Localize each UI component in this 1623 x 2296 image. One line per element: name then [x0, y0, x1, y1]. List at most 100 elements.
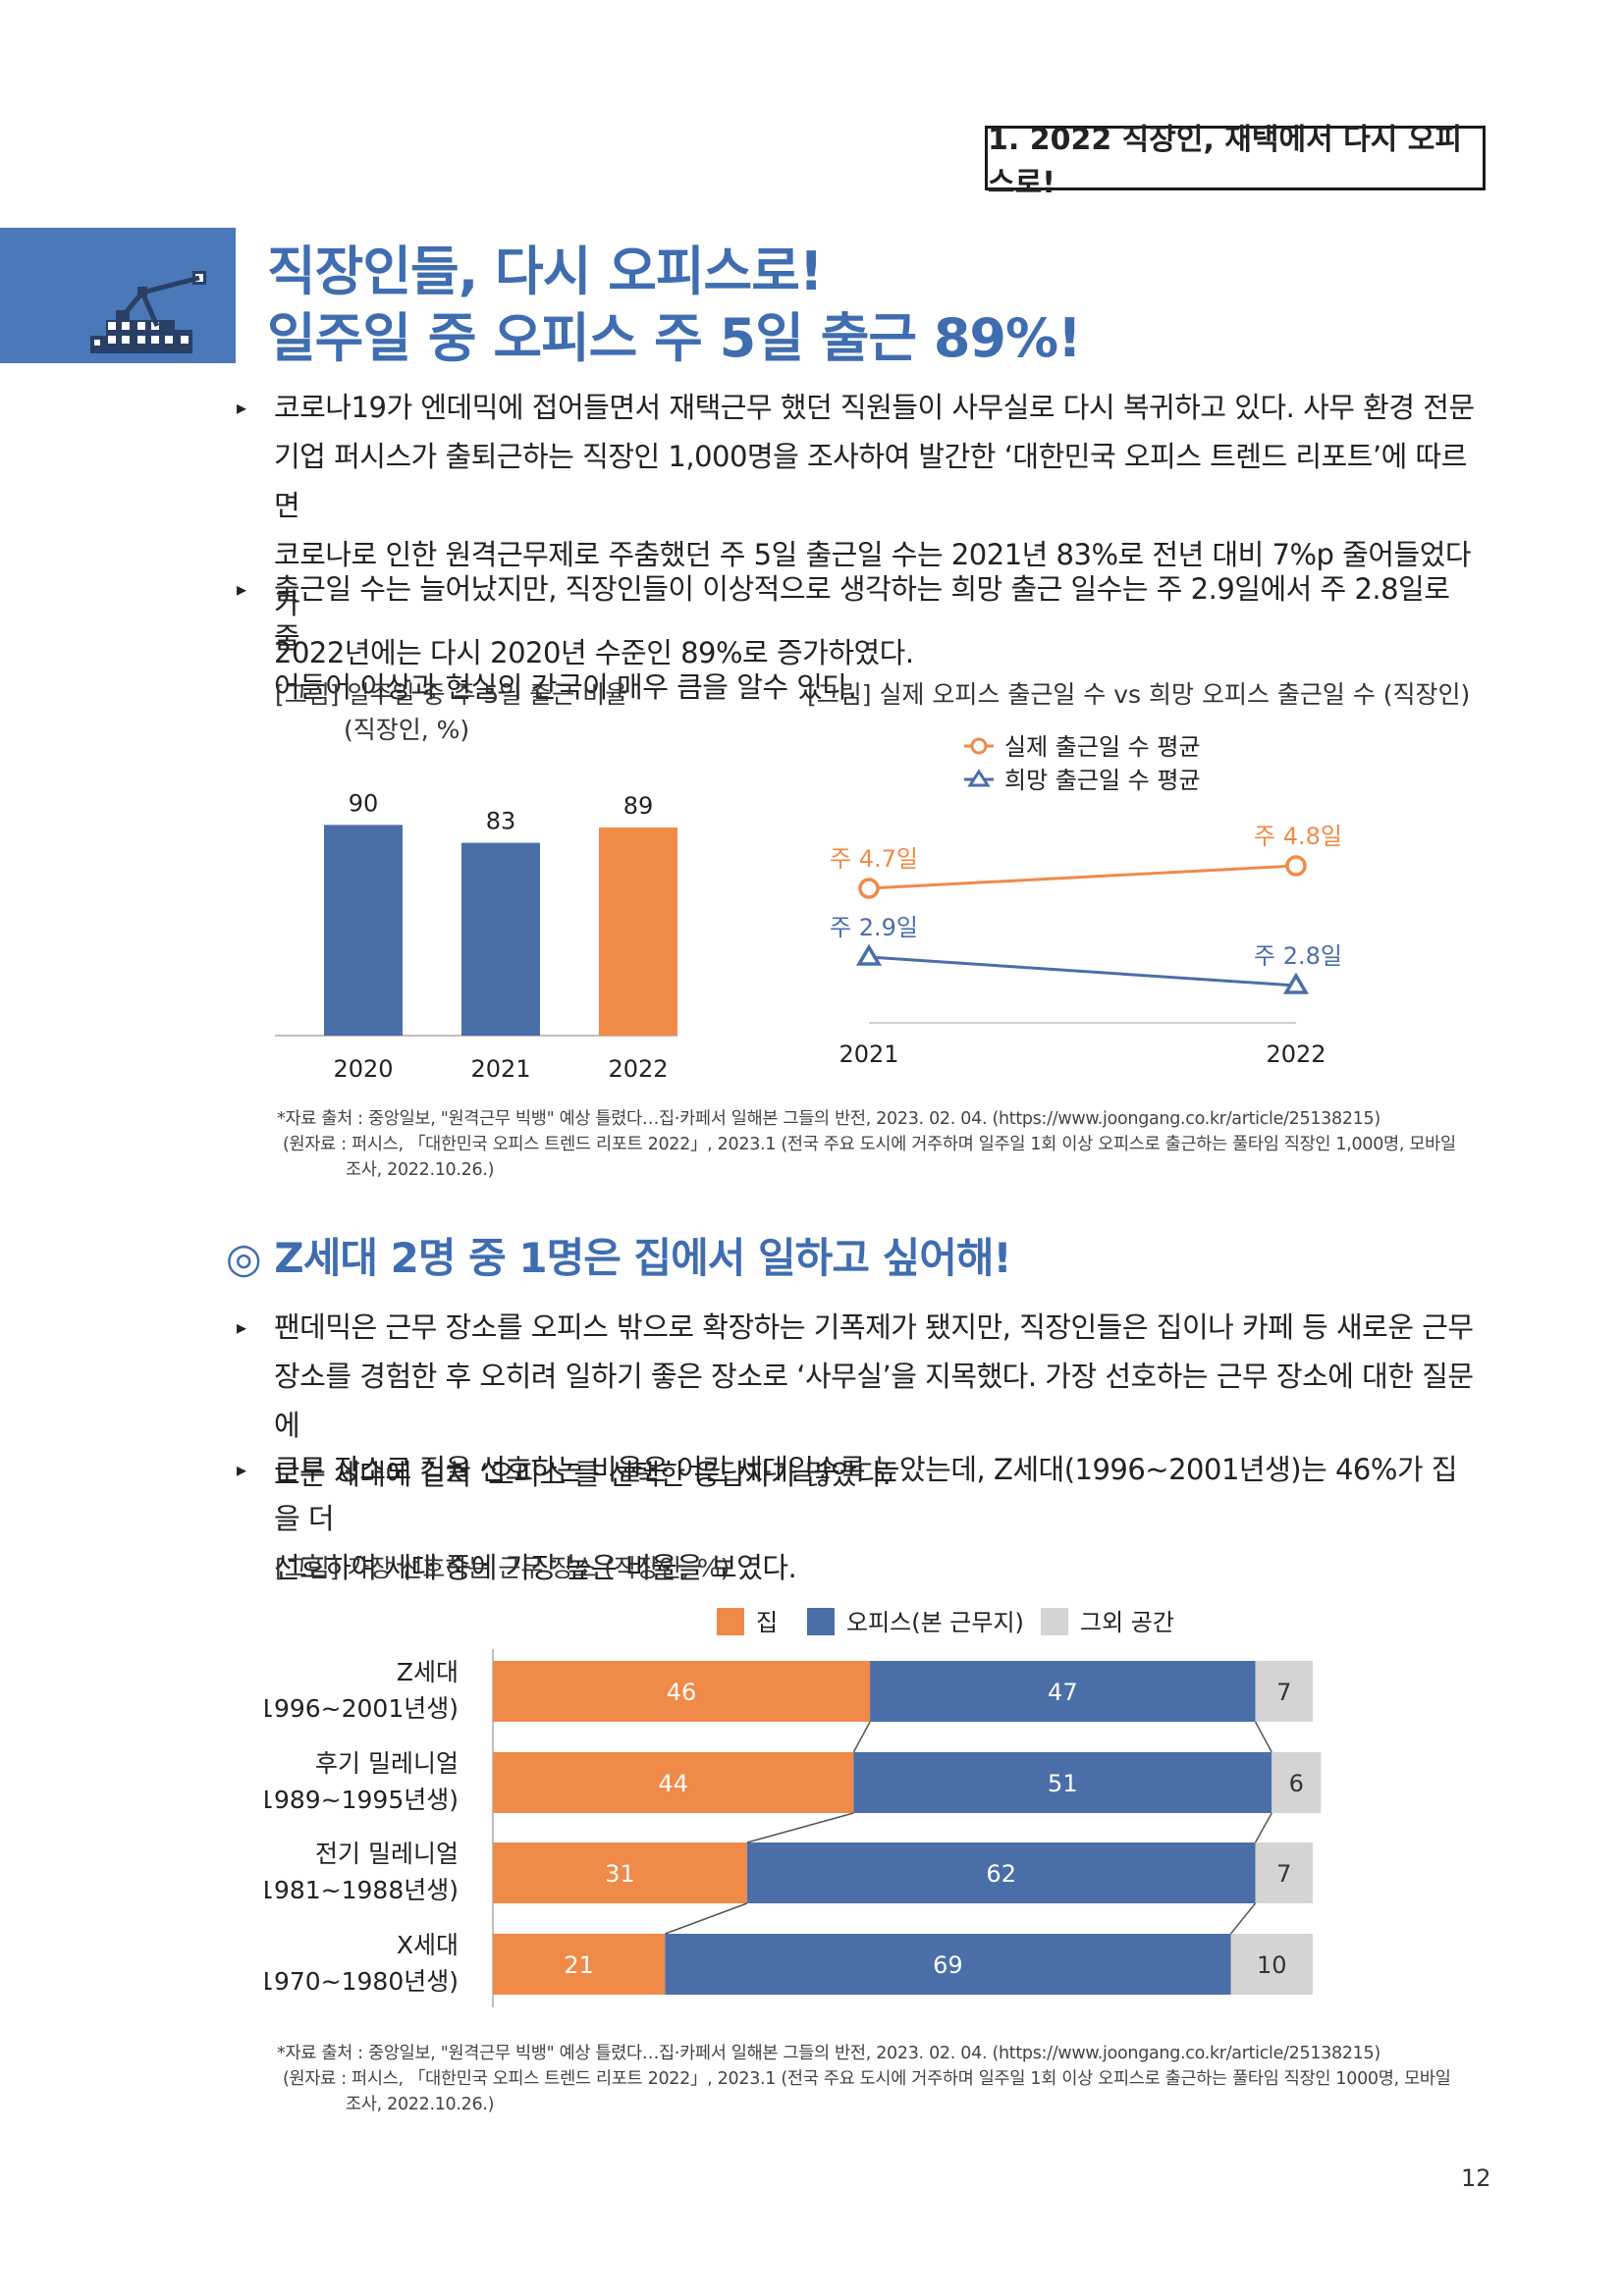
data-label: 62 [986, 1860, 1016, 1888]
data-label: 21 [564, 1951, 594, 1979]
source-note: (원자료 : 퍼시스, 「대한민국 오피스 트렌드 리포트 2022」, 202… [283, 2069, 1451, 2089]
bullet-paragraph: ▸ 근무 장소로 집을 선호하는 비율은 어린 세대일수록 높았는데, Z세대(… [237, 1445, 1481, 1592]
bullet-line: 팬데믹은 근무 장소를 오피스 밖으로 확장하는 기폭제가 됐지만, 직장인들은… [274, 1310, 1474, 1344]
category-sublabel: (1996~2001년생) [265, 1694, 459, 1723]
bullet-line: 2022년에는 다시 2020년 수준인 89%로 증가하였다. [274, 636, 914, 669]
bullet-line: 선호하여 세대 중에 가장 높은 비율을 보였다. [274, 1551, 797, 1584]
bullet-line: 근무 장소로 집을 선호하는 비율은 어린 세대일수록 높았는데, Z세대(19… [274, 1453, 1458, 1535]
section-tag: 1. 2022 직장인, 재택에서 다시 오피스로! [985, 123, 1486, 200]
point-marker [1282, 972, 1310, 994]
data-label-2022: 89 [623, 792, 654, 820]
category-label: Z세대 [397, 1658, 459, 1686]
figure-caption: [그림] 일주일 중 주 5일 출근 비율 [275, 680, 628, 709]
bullet-line: 모든 세대에 걸쳐 ‘오피스’를 선택한 응답자가 많았다. [274, 1458, 892, 1491]
data-label: 31 [605, 1860, 635, 1888]
connector-line [746, 1812, 854, 1843]
point-marker [855, 943, 883, 966]
source-note: (원자료 : 퍼시스, 「대한민국 오피스 트렌드 리포트 2022」, 202… [283, 1135, 1456, 1154]
figure-caption: [그림] 실제 오피스 출근일 수 vs 희망 오피스 출근일 수 (직장인) [807, 680, 1471, 709]
source-note: 조사, 2022.10.26.) [346, 2095, 495, 2114]
figure-caption-unit: (직장인, %) [344, 716, 470, 744]
series-line-0 [868, 864, 1297, 890]
data-label: 47 [1048, 1679, 1078, 1706]
series-line-1 [868, 955, 1297, 988]
connector-line [1254, 1721, 1272, 1753]
bar-segment-0 [493, 1661, 871, 1722]
bullet-paragraph: ▸ 팬데믹은 근무 장소를 오피스 밖으로 확장하는 기폭제가 됐지만, 직장인… [237, 1303, 1481, 1499]
legend-marker-circle [970, 737, 988, 755]
tick-label-2022: 2022 [1266, 1041, 1325, 1068]
legend-swatch-0 [717, 1608, 744, 1635]
category-sublabel: (1981~1988년생) [265, 1876, 459, 1904]
bullet-line: 기업 퍼시스가 출퇴근하는 직장인 1,000명을 조사하여 발간한 ‘대한민국… [274, 440, 1467, 522]
data-label: 69 [933, 1951, 963, 1979]
data-label: 주 2.9일 [830, 914, 918, 941]
data-label-2020: 90 [349, 789, 379, 817]
page-number: 12 [1461, 2164, 1491, 2192]
category-label: X세대 [397, 1931, 459, 1959]
legend-label-0: 실제 출근일 수 평균 [1004, 733, 1201, 761]
bullet-line: 장소를 경험한 후 오히려 일하기 좋은 장소로 ‘사무실’을 지목했다. 가장… [274, 1360, 1474, 1442]
data-label: 주 4.8일 [1254, 823, 1342, 850]
bar-segment-1 [746, 1842, 1256, 1903]
connector-line [852, 1721, 871, 1753]
data-label: 44 [658, 1770, 688, 1797]
stacked-bar-chart-workplace: 집 오피스(본 근무지) 그외 공간 46 47 7 Z세대 (1996~2001년생) 44 5… [265, 1608, 1322, 2007]
bar-2022 [599, 827, 677, 1036]
data-label: 51 [1048, 1770, 1078, 1797]
bar-segment-1 [853, 1752, 1272, 1813]
connector-line [1229, 1902, 1257, 1935]
bar-chart-attendance: 90 2020 83 2021 89 2022 [275, 789, 677, 1083]
section-heading: ◎ Z세대 2명 중 1명은 집에서 일하고 싶어해! [226, 1234, 1012, 1282]
tick-label-2020: 2020 [333, 1055, 393, 1083]
bullet-arrow-icon: ▸ [237, 1315, 246, 1339]
bar-segment-0 [493, 1842, 747, 1903]
legend-label-0: 집 [756, 1609, 778, 1636]
bullet-line: 코로나19가 엔데믹에 접어들면서 재택근무 했던 직원들이 사무실로 다시 복… [274, 391, 1475, 424]
category-sublabel: (1970~1980년생) [265, 1967, 459, 1996]
legend-marker-triangle [967, 769, 991, 787]
bullet-arrow-icon: ▸ [237, 577, 246, 601]
bar-segment-1 [870, 1661, 1256, 1722]
bar-segment-2 [1255, 1842, 1313, 1903]
tick-label-2021: 2021 [839, 1041, 898, 1068]
data-label: 6 [1289, 1770, 1304, 1797]
point-marker [1285, 855, 1307, 877]
network-building-icon [90, 271, 206, 353]
data-label: 주 2.8일 [1254, 942, 1342, 970]
bar-segment-2 [1271, 1752, 1322, 1813]
legend-label-1: 희망 출근일 수 평균 [1004, 767, 1201, 794]
bar-segment-1 [665, 1934, 1231, 1995]
bar-segment-0 [493, 1752, 854, 1813]
data-label-2021: 83 [486, 808, 516, 835]
data-label: 7 [1276, 1679, 1291, 1706]
data-label: 주 4.7일 [830, 845, 918, 873]
bullet-arrow-icon: ▸ [237, 396, 246, 419]
page-title-line1: 직장인들, 다시 오피스로! [267, 240, 824, 302]
title-decoration-icon [0, 228, 236, 363]
bullet-arrow-icon: ▸ [237, 1458, 246, 1481]
bullet-line: 코로나로 인한 원격근무제로 주춤했던 주 5일 출근일 수는 2021년 83… [274, 538, 1472, 620]
data-label: 7 [1276, 1860, 1291, 1888]
page-title-line2: 일주일 중 오피스 주 5일 출근 89%! [267, 307, 1082, 369]
source-note: *자료 출처 : 중앙일보, "원격근무 빅뱅" 예상 틀렸다…집·카페서 일해… [277, 1109, 1380, 1129]
point-marker [858, 878, 880, 899]
connector-line [665, 1902, 748, 1935]
bullet-paragraph: ▸ 코로나19가 엔데믹에 접어들면서 재택근무 했던 직원들이 사무실로 다시… [237, 383, 1481, 677]
legend-label-1: 오피스(본 근무지) [846, 1609, 1024, 1636]
bullet-line: 출근일 수는 늘어났지만, 직장인들이 이상적으로 생각하는 희망 출근 일수는… [274, 572, 1450, 655]
category-sublabel: (1989~1995년생) [265, 1786, 459, 1814]
figure-caption: [그림] 가장 선호하는 근무 장소 (직장인, %) [275, 1554, 730, 1582]
category-label: 전기 밀레니얼 [315, 1840, 459, 1868]
data-label: 46 [667, 1679, 697, 1706]
connector-line [1254, 1812, 1272, 1843]
source-note: 조사, 2022.10.26.) [346, 1160, 495, 1180]
bar-2021 [461, 842, 540, 1036]
bullet-line: 어들어 이상과 현실의 간극이 매우 큼을 알수 있다. [274, 670, 857, 704]
legend-swatch-1 [807, 1608, 835, 1635]
bar-segment-2 [1255, 1661, 1313, 1722]
tick-label-2022: 2022 [608, 1055, 668, 1083]
data-label: 10 [1257, 1951, 1287, 1979]
legend-swatch-2 [1041, 1608, 1068, 1635]
